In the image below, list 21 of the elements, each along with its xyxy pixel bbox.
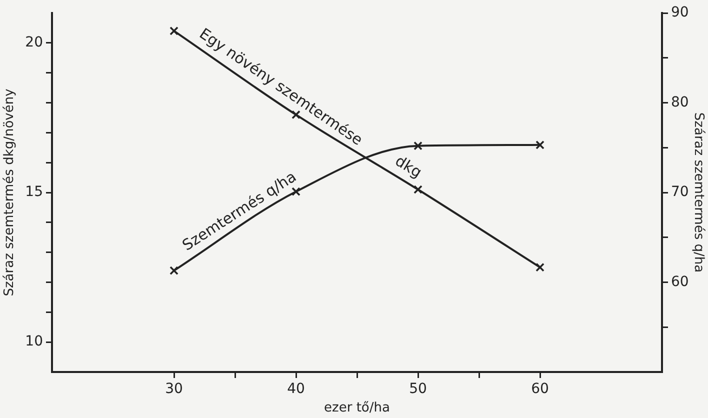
x-tick-label: 30	[165, 381, 183, 398]
x-tick-label: 60	[531, 381, 549, 398]
point	[536, 262, 544, 272]
y-tick-label: 20	[25, 34, 43, 51]
x-tick-label: 50	[409, 381, 427, 398]
y-tick-label: 15	[25, 184, 43, 200]
y-axis-title: Száraz szemtermés dkg/növény	[2, 88, 18, 296]
y2-tick-label: 60	[671, 274, 689, 290]
y2-tick-label: 70	[671, 184, 689, 200]
annotation: dkg	[392, 152, 426, 182]
point	[170, 266, 178, 276]
y2-axis-title: Száraz szemtermés q/ha	[690, 112, 706, 273]
x-tick-label: 40	[287, 381, 305, 398]
x-axis-title: ezer tő/ha	[324, 400, 390, 416]
y2-tick-label: 80	[671, 94, 689, 110]
point	[536, 140, 544, 150]
point	[414, 141, 422, 150]
y-tick-label: 10	[25, 334, 43, 350]
point	[170, 26, 178, 36]
point	[414, 185, 422, 194]
y2-tick-label: 90	[671, 4, 689, 21]
